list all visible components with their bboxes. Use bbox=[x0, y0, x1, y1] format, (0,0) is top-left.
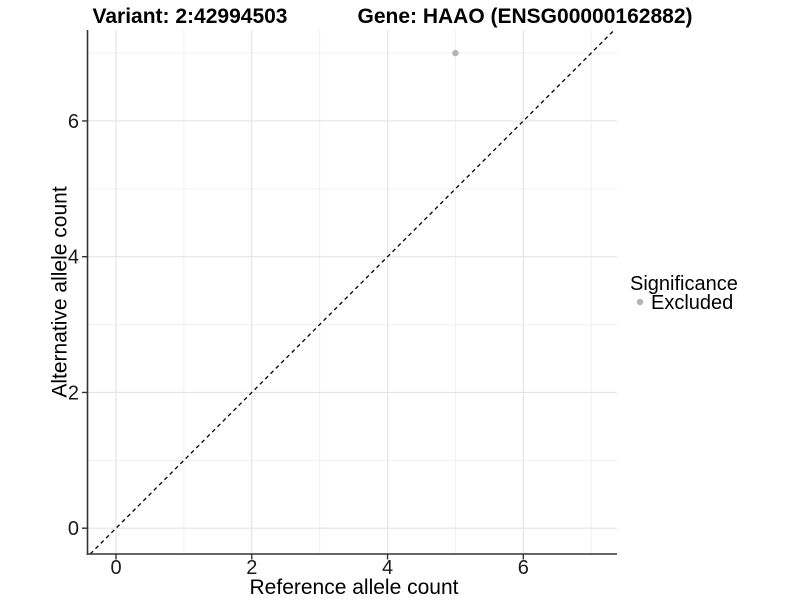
legend-marker-excluded-icon bbox=[636, 298, 644, 306]
legend: Significance Excluded bbox=[630, 273, 738, 314]
y-tick-label: 0 bbox=[68, 518, 79, 540]
y-tick-label: 4 bbox=[68, 247, 79, 269]
x-tick-label: 4 bbox=[382, 557, 393, 579]
y-tick-label: 6 bbox=[68, 111, 79, 133]
legend-title: Significance bbox=[630, 273, 738, 295]
identity-line-layer bbox=[89, 29, 615, 555]
y-axis-title: Alternative allele count bbox=[49, 186, 72, 397]
y-tick-label: 2 bbox=[68, 382, 79, 404]
data-point-excluded bbox=[452, 49, 459, 57]
gridlines-minor bbox=[87, 30, 617, 554]
plot-title-variant: Variant: 2:42994503 bbox=[93, 5, 288, 28]
axes-layer bbox=[86, 30, 617, 555]
gridlines-major bbox=[87, 30, 617, 554]
x-tick-label: 6 bbox=[518, 557, 529, 579]
identity-dashed-line bbox=[89, 29, 615, 555]
x-tick-label: 0 bbox=[110, 557, 121, 579]
legend-label-excluded: Excluded bbox=[651, 292, 733, 314]
data-points-layer bbox=[452, 49, 459, 57]
legend-item-excluded: Excluded bbox=[636, 292, 733, 314]
ticks-layer bbox=[82, 120, 525, 560]
x-axis-title: Reference allele count bbox=[250, 576, 459, 599]
x-tick-label: 2 bbox=[246, 557, 257, 579]
plot-title-gene: Gene: HAAO (ENSG00000162882) bbox=[358, 5, 693, 28]
tick-labels-layer: 0 2 4 6 0 2 4 6 bbox=[68, 111, 529, 579]
